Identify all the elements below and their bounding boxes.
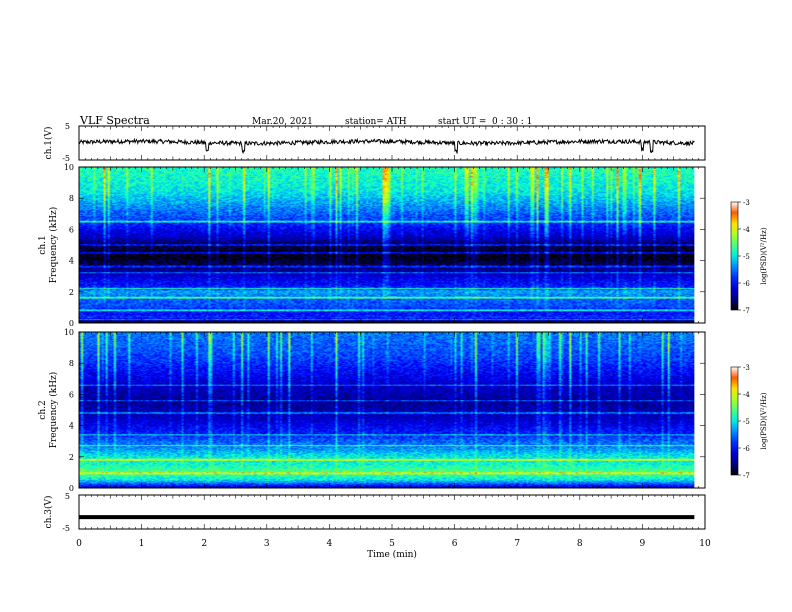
ch1-colorbar-tick-label: -5 [743,253,750,261]
ch1-waveform-line [78,137,695,155]
ch2-spectrogram-image [79,332,695,488]
ch1-spectrogram-panel: ch.1 Frequency (kHz) 0 2 4 6 8 10 [38,163,706,328]
start-ut-label: start UT = [438,117,486,127]
ch1-spec-ytick-label: 10 [64,163,74,172]
ch2-colorbar-ticks: -3 -4 -5 -6 -7 [738,364,750,480]
ch1-ylabel: ch.1(V) [43,127,54,160]
ch2-spec-ylabel-2: Frequency (kHz) [48,372,59,449]
ch1-spectrogram-image [79,167,695,323]
ch1-colorbar-label: log(PSD)(V²/Hz) [760,227,768,284]
ch3-axes [78,494,706,530]
ch2-spectrogram-yticks: 0 2 4 6 8 10 [64,328,705,493]
ch2-spec-ytick-label: 2 [69,453,74,462]
x-tick-label: 8 [577,539,583,549]
ch1-axes [78,125,706,161]
ch3-ytick-top: 5 [65,492,70,501]
ch2-colorbar-tick-label: -3 [743,364,750,372]
x-tick-label: 10 [699,539,711,549]
ch1-colorbar: -3 -4 -5 -6 -7 log(PSD)(V²/Hz) [730,199,768,315]
ch2-spec-ytick-label: 6 [69,390,74,399]
x-tick-label: 7 [514,539,520,549]
ch1-spec-ytick-label: 2 [69,288,74,297]
date-label: Mar.20, 2021 [252,117,313,127]
x-tick-label: 0 [76,539,82,549]
ch2-spec-ylabel-1: ch.2 [38,400,48,419]
ch2-spectrogram-panel: ch.2 Frequency (kHz) 0 2 4 6 8 10 [38,328,706,493]
ch2-spectrogram-axes [78,331,706,489]
ch1-colorbar-bar [730,201,739,311]
ch1-spec-ytick-label: 8 [69,194,74,203]
ch1-spectrogram-axes [78,166,706,324]
x-axis-tick-labels: 0 1 2 3 4 5 6 7 8 9 10 [76,539,711,549]
ch1-colorbar-tick-label: -7 [743,307,750,315]
ch1-colorbar-tick-label: -6 [743,280,750,288]
x-tick-label: 1 [139,539,145,549]
ch1-spec-ylabel-2: Frequency (kHz) [48,207,59,284]
ch2-spec-ytick-label: 4 [69,422,74,431]
ch2-colorbar-tick-label: -5 [743,418,750,426]
ch2-colorbar-tick-label: -6 [743,445,750,453]
ch1-panel: 5 -5 ch.1(V) [43,122,706,163]
x-tick-label: 5 [389,539,395,549]
ch2-colorbar: -3 -4 -5 -6 -7 log(PSD)(V²/Hz) [730,364,768,480]
start-ut-value: 0 : 30 : 1 [492,117,532,127]
ch3-panel-bg [79,495,705,529]
x-axis-label: Time (min) [367,549,417,560]
x-tick-label: 9 [640,539,646,549]
x-tick-label: 4 [327,539,333,549]
ch1-colorbar-ticks: -3 -4 -5 -6 -7 [738,199,750,315]
ch1-colorbar-tick-label: -3 [743,199,750,207]
ch1-ytick-bottom: -5 [62,154,70,163]
ch1-spec-ytick-label: 6 [69,225,74,234]
ch2-colorbar-tick-label: -7 [743,472,750,480]
ch3-ytick-bottom: -5 [62,524,70,533]
ch2-spec-ytick-label: 8 [69,359,74,368]
ch2-colorbar-bar [730,366,739,476]
x-tick-label: 3 [264,539,270,549]
figure-title: VLF Spectra [79,114,150,127]
ch2-colorbar-tick-label: -4 [743,391,750,399]
station-label: station= ATH [345,117,407,127]
ch2-colorbar-label: log(PSD)(V²/Hz) [760,392,768,449]
ch1-spec-ylabel-1: ch.1 [38,235,48,254]
ch3-panel: 5 -5 ch.3(V) [43,492,706,533]
ch1-spectrogram-yticks: 0 2 4 6 8 10 [64,163,705,328]
ch1-spec-ytick-label: 4 [69,257,74,266]
ch1-colorbar-tick-label: -4 [743,226,750,234]
ch1-spec-ytick-label: 0 [69,319,74,328]
x-tick-label: 6 [452,539,458,549]
ch2-spec-ytick-label: 0 [69,484,74,493]
ch1-ytick-top: 5 [65,122,70,131]
ch3-ylabel: ch.3(V) [43,496,54,529]
x-tick-label: 2 [201,539,207,549]
ch2-spec-ytick-label: 10 [64,328,74,337]
